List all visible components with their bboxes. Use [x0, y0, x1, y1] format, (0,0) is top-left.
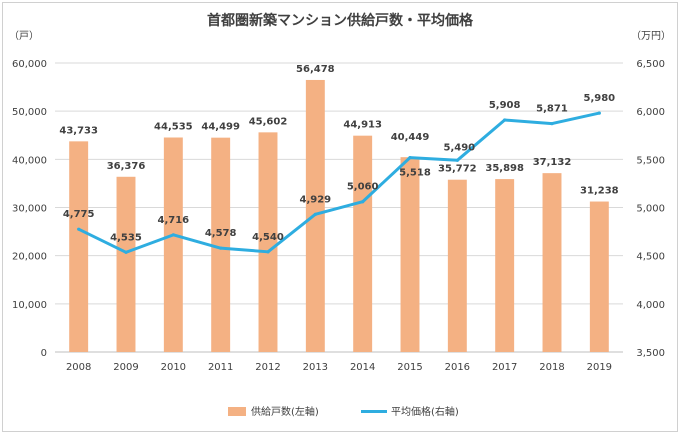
line-data-label: 5,908: [489, 100, 521, 111]
y-right-tick-label: 6,000: [636, 107, 665, 118]
line-point: [219, 246, 223, 250]
y-right-tick-label: 4,000: [636, 300, 665, 311]
x-tick-label: 2015: [397, 362, 422, 373]
line-point: [455, 158, 459, 162]
bar-data-label: 43,733: [59, 125, 98, 136]
line-data-label: 4,775: [63, 209, 95, 220]
series-line: [78, 111, 600, 254]
line-data-label: 5,060: [347, 182, 379, 193]
bar: [447, 179, 467, 352]
bar-data-label: 36,376: [107, 161, 146, 172]
line-data-label: 5,980: [584, 93, 616, 104]
line-data-label: 4,540: [252, 232, 284, 243]
gridlines: [55, 62, 623, 353]
bar-data-label: 44,535: [154, 121, 193, 132]
line-point: [266, 250, 270, 254]
x-tick-label: 2014: [350, 362, 375, 373]
bar-data-label: 35,898: [485, 163, 524, 174]
bar: [353, 135, 373, 352]
legend-bar-swatch: [228, 407, 246, 416]
x-tick-label: 2010: [161, 362, 186, 373]
y-left-tick-label: 30,000: [12, 204, 47, 215]
y-right-tick-label: 6,500: [636, 59, 665, 70]
axis-labels: 0 3,500 10,000 4,000 20,000 4,500 30,000 5,000 4…: [12, 59, 665, 373]
line-point: [171, 233, 175, 237]
legend: 供給戸数(左軸) 平均価格(右軸): [228, 405, 459, 418]
bar: [116, 176, 136, 352]
line-point: [597, 111, 601, 115]
line-data-label: 4,716: [158, 215, 190, 226]
y-left-tick-label: 50,000: [12, 107, 47, 118]
x-tick-label: 2012: [255, 362, 280, 373]
legend-bar-label: 供給戸数(左軸): [251, 405, 319, 418]
bar-data-label: 35,772: [438, 164, 477, 175]
bar: [495, 179, 515, 352]
bar: [163, 137, 183, 352]
y-left-tick-label: 40,000: [12, 155, 47, 166]
line-data-label: 4,929: [300, 194, 332, 205]
bar: [211, 137, 231, 352]
y-left-tick-label: 10,000: [12, 300, 47, 311]
legend-line-label: 平均価格(右軸): [391, 405, 459, 418]
x-tick-label: 2011: [208, 362, 233, 373]
bar-series: [69, 79, 609, 353]
bar-data-label: 44,913: [343, 120, 382, 131]
chart-title: 首都圏新築マンション供給戸数・平均価格: [207, 12, 474, 29]
chart-svg: 首都圏新築マンション供給戸数・平均価格 （戸） （万円） 43,733 36,37…: [9, 12, 671, 418]
bar-data-label: 31,238: [580, 186, 619, 197]
x-tick-label: 2017: [492, 362, 517, 373]
y-right-unit: （万円）: [631, 30, 671, 42]
x-tick-label: 2016: [445, 362, 470, 373]
line-data-label: 5,871: [536, 104, 568, 115]
line-point: [77, 227, 81, 231]
bar: [400, 157, 420, 352]
line-point: [550, 121, 554, 126]
bar-data-label: 56,478: [296, 64, 335, 75]
bar: [542, 173, 562, 352]
y-right-tick-label: 5,000: [636, 204, 665, 215]
x-tick-label: 2018: [539, 362, 564, 373]
x-tick-label: 2009: [113, 362, 138, 373]
bar-data-label: 45,602: [249, 116, 288, 127]
x-tick-label: 2008: [66, 362, 91, 373]
line-data-label: 4,535: [110, 232, 142, 243]
line-point: [313, 212, 317, 216]
line-point: [408, 155, 412, 160]
y-right-tick-label: 4,500: [636, 252, 665, 263]
y-left-unit: （戸）: [9, 30, 39, 42]
line-point: [503, 118, 507, 122]
bar: [258, 132, 278, 352]
y-left-tick-label: 60,000: [12, 59, 47, 70]
line-data-label: 5,490: [444, 142, 476, 153]
y-left-tick-label: 0: [41, 348, 47, 359]
line-point: [124, 250, 128, 254]
line-data-label: 5,518: [399, 168, 431, 179]
line-data-label: 4,578: [205, 228, 237, 239]
bar: [589, 201, 609, 352]
y-right-tick-label: 5,500: [636, 155, 665, 166]
y-right-tick-label: 3,500: [636, 348, 665, 359]
x-tick-label: 2019: [587, 362, 612, 373]
line-point: [361, 200, 365, 204]
x-tick-label: 2013: [303, 362, 328, 373]
bar-data-label: 37,132: [533, 157, 572, 168]
bar: [69, 141, 89, 352]
data-labels: 43,733 36,376 44,535 44,499 45,602 56,478 44,9…: [59, 64, 618, 243]
line-series: [77, 111, 601, 254]
bar-data-label: 44,499: [201, 122, 240, 133]
y-left-tick-label: 20,000: [12, 252, 47, 263]
bar-data-label: 40,449: [391, 132, 430, 143]
